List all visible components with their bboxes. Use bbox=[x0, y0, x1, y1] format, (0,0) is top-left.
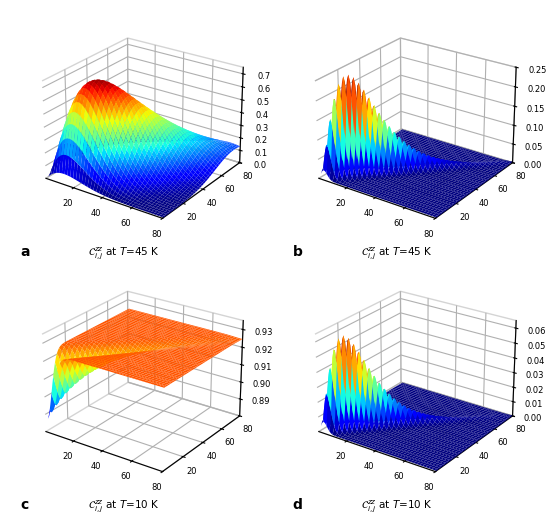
Text: b: b bbox=[293, 245, 302, 259]
Text: $\mathcal{C}^{zz}_{i,j}$ at $T$=10 K: $\mathcal{C}^{zz}_{i,j}$ at $T$=10 K bbox=[88, 498, 159, 514]
Text: d: d bbox=[293, 498, 302, 512]
Text: a: a bbox=[20, 245, 29, 259]
Text: $\mathcal{C}^{zz}_{i,j}$ at $T$=45 K: $\mathcal{C}^{zz}_{i,j}$ at $T$=45 K bbox=[361, 245, 432, 261]
Text: $\mathcal{C}^{zz}_{i,j}$ at $T$=10 K: $\mathcal{C}^{zz}_{i,j}$ at $T$=10 K bbox=[361, 498, 432, 514]
Text: c: c bbox=[20, 498, 28, 512]
Text: $\mathcal{C}^{zz}_{i,j}$ at $T$=45 K: $\mathcal{C}^{zz}_{i,j}$ at $T$=45 K bbox=[88, 245, 159, 261]
